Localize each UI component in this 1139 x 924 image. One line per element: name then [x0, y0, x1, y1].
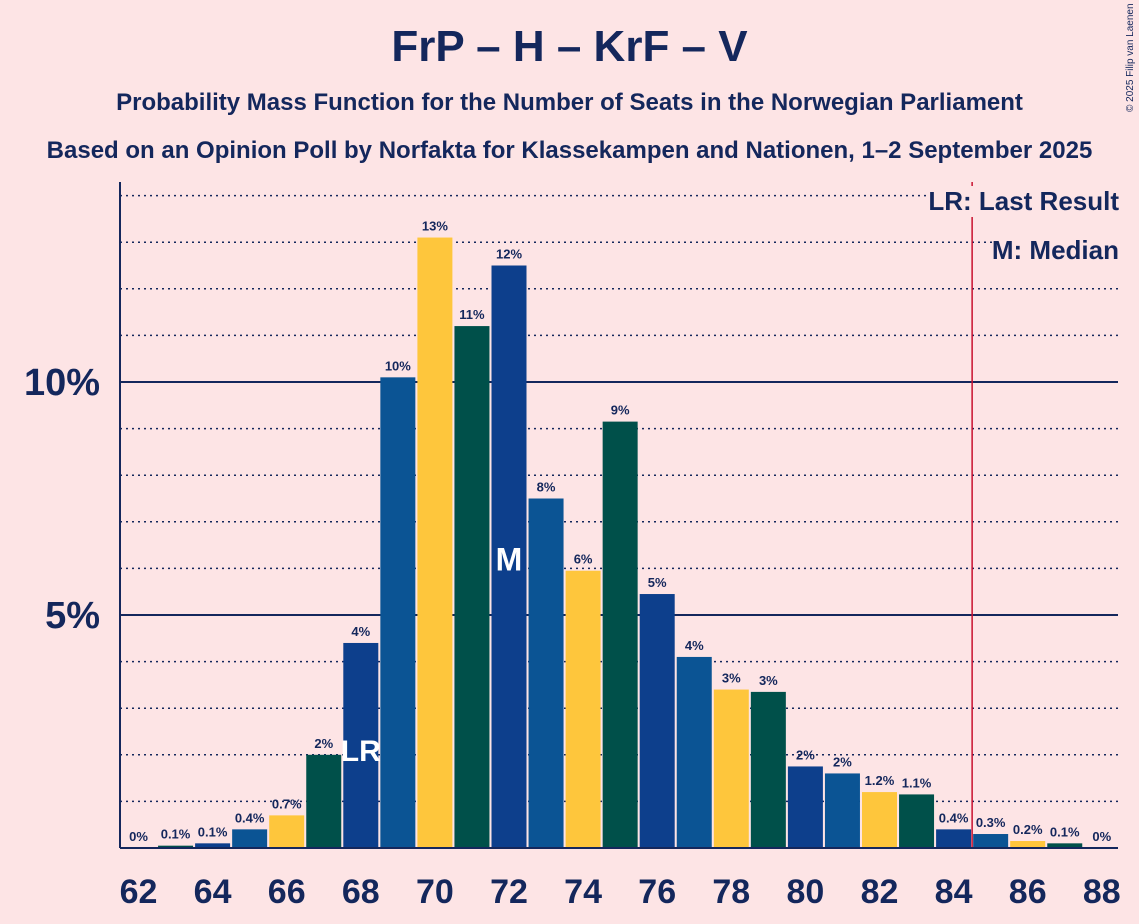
bar-seat-83	[899, 794, 935, 848]
bar-seat-76	[639, 594, 675, 848]
bar-seat-66	[269, 815, 305, 848]
bar-seat-64	[195, 843, 231, 848]
data-label-seat-77: 4%	[685, 638, 704, 653]
bar-seat-87	[1047, 843, 1083, 848]
data-label-seat-85: 0.3%	[976, 815, 1006, 830]
x-tick-label: 82	[861, 873, 899, 911]
x-tick-label: 84	[935, 873, 973, 911]
legend-median: M: Median	[991, 235, 1119, 266]
x-tick-label: 88	[1083, 873, 1121, 911]
data-label-seat-70: 13%	[422, 219, 448, 234]
data-label-seat-79: 3%	[759, 673, 778, 688]
data-label-seat-63: 0.1%	[161, 827, 191, 842]
bar-seat-71	[454, 326, 490, 849]
data-label-seat-73: 8%	[537, 480, 556, 495]
data-label-seat-62: 0%	[129, 829, 148, 844]
bar-seat-77	[676, 656, 712, 848]
x-tick-label: 72	[490, 873, 528, 911]
data-label-seat-83: 1.1%	[902, 775, 932, 790]
y-tick-label: 5%	[45, 595, 100, 637]
data-label-seat-67: 2%	[314, 736, 333, 751]
data-label-seat-75: 9%	[611, 403, 630, 418]
data-label-seat-65: 0.4%	[235, 810, 265, 825]
chart-title: FrP – H – KrF – V	[391, 22, 748, 71]
bar-seat-67	[306, 754, 342, 848]
bar-seat-85	[973, 834, 1009, 848]
data-label-seat-76: 5%	[648, 575, 667, 590]
x-tick-label: 74	[564, 873, 602, 911]
median-marker: M	[496, 542, 523, 578]
y-tick-label: 10%	[24, 362, 100, 404]
data-label-seat-66: 0.7%	[272, 796, 302, 811]
bar-seat-69	[380, 377, 416, 848]
x-tick-label: 62	[120, 873, 158, 911]
data-label-seat-68: 4%	[351, 624, 370, 639]
data-label-seat-88: 0%	[1092, 829, 1111, 844]
bar-seat-82	[862, 792, 897, 848]
x-tick-label: 80	[786, 873, 824, 911]
data-label-seat-84: 0.4%	[939, 810, 969, 825]
data-label-seat-74: 6%	[574, 552, 593, 567]
data-label-seat-78: 3%	[722, 671, 741, 686]
data-label-seat-86: 0.2%	[1013, 822, 1043, 837]
bar-seat-79	[750, 691, 786, 848]
legend-last-result: LR: Last Result	[928, 186, 1119, 217]
last-result-marker: LR	[341, 735, 381, 768]
data-label-seat-72: 12%	[496, 247, 522, 262]
bar-seat-68	[343, 642, 379, 848]
data-label-seat-80: 2%	[796, 747, 815, 762]
bar-seat-80	[787, 766, 823, 848]
bar-seat-70	[417, 237, 453, 849]
bar-seat-84	[936, 829, 972, 848]
bar-seat-74	[565, 570, 601, 848]
x-tick-label: 66	[268, 873, 306, 911]
x-tick-label: 76	[638, 873, 676, 911]
x-tick-label: 64	[194, 873, 232, 911]
x-tick-label: 78	[712, 873, 750, 911]
data-label-seat-71: 11%	[459, 307, 485, 322]
bar-seat-78	[713, 689, 749, 848]
data-label-seat-81: 2%	[833, 754, 852, 769]
bar-seat-72	[491, 265, 527, 848]
bar-seat-81	[824, 773, 860, 848]
chart-source: Based on an Opinion Poll by Norfakta for…	[46, 137, 1093, 164]
data-label-seat-87: 0.1%	[1050, 824, 1080, 839]
bar-seat-65	[232, 829, 268, 848]
x-tick-label: 70	[416, 873, 454, 911]
data-label-seat-64: 0.1%	[198, 824, 228, 839]
data-label-seat-82: 1.2%	[865, 773, 895, 788]
data-label-seat-69: 10%	[385, 358, 411, 373]
bar-seat-63	[158, 845, 194, 848]
bar-seat-75	[602, 421, 638, 848]
bar-seat-73	[528, 498, 564, 848]
bar-seat-86	[1010, 841, 1046, 848]
x-tick-label: 86	[1009, 873, 1047, 911]
chart-subtitle: Probability Mass Function for the Number…	[116, 89, 1023, 116]
x-tick-label: 68	[342, 873, 380, 911]
